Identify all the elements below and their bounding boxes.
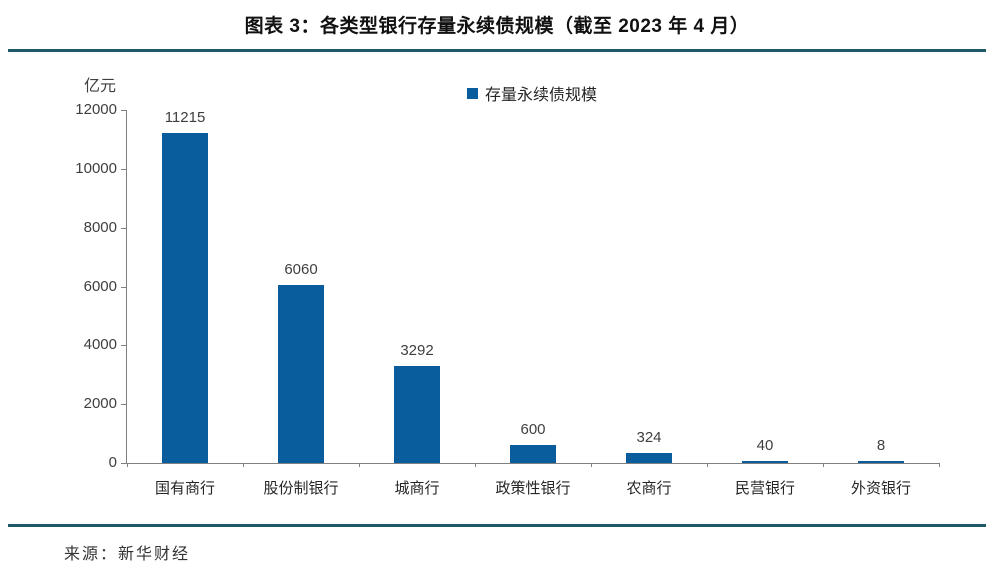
plot-area: 0 2000 4000 6000 8000 10000 12000 11215 国有商行 6060… bbox=[75, 101, 940, 497]
bar bbox=[162, 133, 208, 463]
legend-label: 存量永续债规模 bbox=[484, 87, 597, 104]
bar bbox=[626, 453, 672, 463]
x-axis-tick bbox=[127, 463, 128, 467]
bar bbox=[858, 461, 904, 463]
bar-value-label: 324 bbox=[636, 429, 662, 446]
x-axis-category-label: 民营银行 bbox=[734, 480, 795, 497]
y-axis-tick-label: 0 bbox=[108, 454, 117, 471]
bar bbox=[278, 285, 324, 463]
y-axis-tick bbox=[121, 404, 127, 406]
y-axis-tick bbox=[121, 286, 127, 288]
chart-title: 图表 3：各类型银行存量永续债规模（截至 2023 年 4 月） bbox=[244, 16, 750, 37]
bottom-divider bbox=[8, 524, 986, 527]
y-axis-tick-label: 12000 bbox=[75, 101, 117, 118]
x-axis-tick bbox=[591, 463, 592, 467]
y-axis-tick-label: 6000 bbox=[83, 277, 117, 295]
x-axis-tick bbox=[939, 463, 940, 467]
bar-value-label: 40 bbox=[756, 437, 774, 454]
y-axis-tick bbox=[121, 463, 127, 464]
bar bbox=[394, 366, 440, 463]
y-axis-tick bbox=[121, 227, 127, 229]
bar-value-label: 6060 bbox=[284, 261, 318, 278]
y-axis-unit-label: 亿元 bbox=[84, 78, 117, 95]
x-axis-category-label: 外资银行 bbox=[850, 480, 911, 497]
legend-marker-icon bbox=[466, 87, 478, 99]
top-divider bbox=[8, 49, 986, 52]
bar-value-label: 3292 bbox=[400, 342, 434, 359]
x-axis-category-label: 股份制银行 bbox=[263, 480, 339, 497]
y-axis-tick bbox=[121, 345, 127, 347]
x-axis-tick bbox=[707, 463, 708, 467]
bar-value-label: 600 bbox=[520, 421, 546, 438]
x-axis-tick bbox=[243, 463, 244, 467]
y-axis-tick bbox=[121, 110, 127, 111]
y-axis-tick-label: 8000 bbox=[83, 218, 117, 236]
x-axis-tick bbox=[359, 463, 360, 467]
y-axis-tick bbox=[121, 168, 127, 170]
x-axis-category-label: 国有商行 bbox=[154, 480, 215, 497]
bar-value-label: 11215 bbox=[164, 109, 206, 126]
x-axis-category-label: 农商行 bbox=[626, 480, 672, 497]
y-axis-tick-label: 2000 bbox=[83, 395, 117, 413]
x-axis-category-label: 政策性银行 bbox=[495, 480, 571, 497]
bar-value-label: 8 bbox=[876, 437, 886, 454]
bar bbox=[510, 445, 556, 463]
x-axis-tick bbox=[823, 463, 824, 467]
x-axis-tick bbox=[475, 463, 476, 467]
y-axis-tick-label: 4000 bbox=[83, 336, 117, 354]
y-axis-tick-label: 10000 bbox=[75, 159, 117, 177]
chart-legend: 存量永续债规模 bbox=[126, 81, 938, 105]
source-note: 来源：新华财经 bbox=[64, 546, 191, 563]
bar bbox=[742, 461, 788, 463]
x-axis-category-label: 城商行 bbox=[394, 480, 440, 497]
